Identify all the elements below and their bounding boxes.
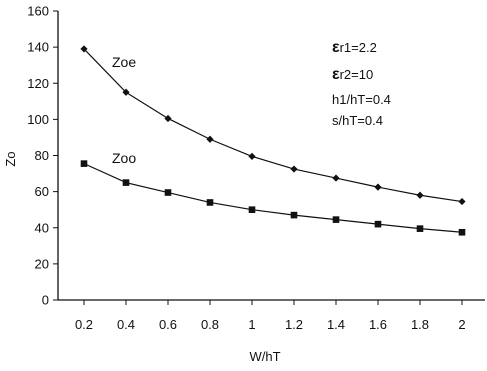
data-point-zoo — [248, 206, 256, 213]
x-axis-label: W/hT — [249, 349, 280, 364]
s-ratio-annotation: s/hT=0.4 — [332, 113, 383, 128]
y-tick-label: 120 — [27, 76, 49, 91]
er1-annotation: εr1=2.2 — [332, 39, 377, 56]
data-point-zoe — [332, 174, 340, 182]
y-axis-label: Zo — [3, 151, 18, 166]
data-point-zoo — [122, 179, 130, 186]
data-point-zoe — [458, 197, 466, 206]
er2-annotation: εr2=10 — [332, 66, 373, 83]
y-tick-label: 140 — [27, 40, 49, 55]
data-point-zoe — [290, 165, 298, 173]
parameter-annotations: εr1=2.2 εr2=10 h1/hT=0.4 s/hT=0.4 — [332, 39, 391, 128]
x-tick-label: 0.6 — [159, 317, 177, 332]
data-point-zoo — [416, 225, 424, 232]
data-point-zoe — [122, 88, 130, 96]
x-tick-label: 1 — [248, 317, 255, 332]
data-point-zoo — [80, 160, 88, 167]
y-tick-label: 0 — [42, 293, 49, 308]
y-tick-label: 160 — [27, 4, 49, 19]
series-label-zoe: Zoe — [112, 54, 136, 70]
data-point-zoe — [164, 114, 172, 123]
y-tick-label: 40 — [35, 220, 49, 235]
series-line-zoe — [83, 48, 463, 203]
x-tick-label: 0.2 — [75, 317, 93, 332]
data-point-zoo — [164, 189, 172, 196]
y-tick-label: 20 — [35, 256, 49, 271]
series-layer — [80, 45, 466, 236]
y-tick-label: 100 — [27, 112, 49, 127]
data-point-zoo — [290, 211, 298, 219]
data-point-zoo — [332, 216, 340, 223]
series-line-zoo — [83, 163, 463, 233]
x-tick-label: 1.8 — [411, 317, 429, 332]
data-point-zoo — [374, 220, 382, 228]
h-ratio-annotation: h1/hT=0.4 — [332, 92, 391, 107]
data-point-zoe — [80, 45, 88, 53]
data-point-zoo — [206, 199, 214, 206]
data-point-zoe — [206, 135, 214, 143]
x-tick-label: 2 — [458, 317, 465, 332]
y-axis-ticks: 0 20 40 60 80 100 120 140 160 — [27, 4, 58, 308]
x-tick-label: 1.2 — [285, 317, 303, 332]
series-label-zoo: Zoo — [112, 150, 136, 166]
data-point-zoe — [416, 191, 424, 199]
data-point-zoo — [458, 228, 466, 236]
x-tick-label: 1.6 — [369, 317, 387, 332]
x-tick-label: 0.4 — [117, 317, 135, 332]
data-point-zoe — [248, 152, 256, 161]
data-point-zoe — [374, 183, 382, 191]
x-tick-label: 1.4 — [327, 317, 345, 332]
y-tick-label: 60 — [35, 184, 49, 199]
y-tick-label: 80 — [35, 148, 49, 163]
x-tick-label: 0.8 — [201, 317, 219, 332]
x-axis-ticks: 0.2 0.4 0.6 0.8 1 1.2 1.4 1.6 1.8 2 — [75, 300, 466, 332]
